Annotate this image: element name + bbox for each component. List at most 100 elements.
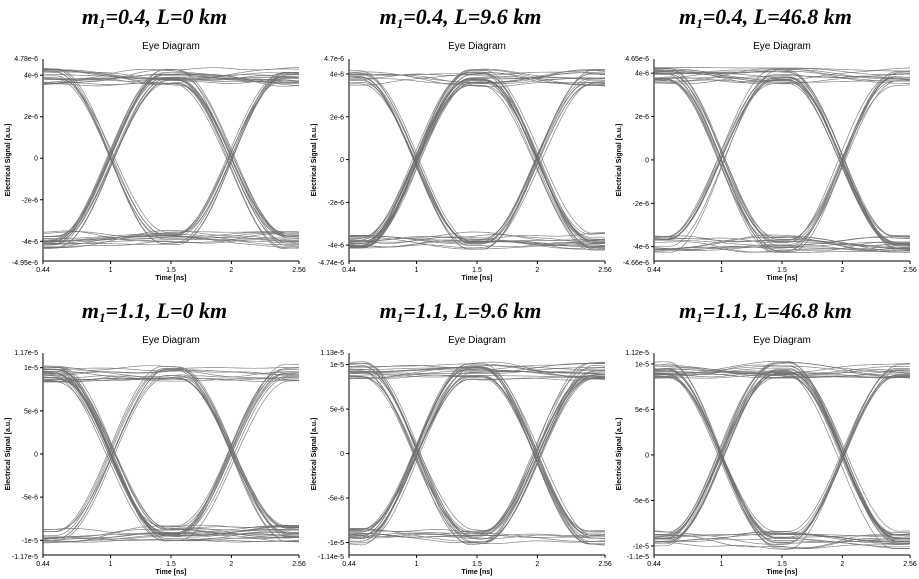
y-min-label: -1.1e-5: [627, 554, 649, 561]
heading-subscript: 1: [696, 16, 703, 31]
x-tick-label: 2: [840, 267, 844, 274]
x-tick-label: 0.44: [342, 267, 356, 274]
y-axis-title: Electrical Signal [a.u.]: [311, 418, 318, 491]
eye-trace: [43, 370, 299, 534]
x-tick-label: 1: [720, 561, 724, 568]
eye-trace: [349, 78, 605, 244]
x-axis-title: Time [ns]: [156, 275, 187, 282]
eye-trace: [349, 362, 605, 537]
eye-trace: [43, 230, 299, 249]
x-tick-label: 2.56: [903, 561, 917, 568]
x-tick-label: 1.5: [166, 561, 176, 568]
heading-m: m: [379, 4, 397, 29]
eye-trace: [43, 73, 299, 84]
heading-subscript: 1: [396, 310, 404, 325]
eye-trace: [654, 69, 910, 253]
eye-trace: [43, 369, 299, 536]
chart-title: Eye Diagram: [753, 41, 811, 52]
eye-trace: [43, 67, 299, 237]
eye-trace: [349, 71, 605, 241]
eye-trace: [349, 78, 605, 248]
eye-trace: [349, 83, 605, 244]
eye-trace: [43, 380, 299, 543]
eye-trace: [43, 372, 299, 380]
x-tick-label: 2: [535, 561, 539, 568]
chart-title: Eye Diagram: [142, 41, 200, 52]
eye-diagram-chart-1: Eye Diagram 0.44 1 1.5 2 2.56 4e-6 2e-6 0 -2e-6 -4…: [5, 41, 306, 282]
x-tick-label: 1.5: [777, 267, 787, 274]
eye-traces: [43, 67, 299, 250]
y-tick-label: 5e-6: [635, 407, 649, 414]
eye-trace: [654, 71, 910, 253]
eye-trace: [654, 363, 910, 543]
x-tick-label: 2.56: [598, 267, 612, 274]
eye-trace: [43, 367, 299, 539]
eye-diagram-chart-3: Eye Diagram 0.44 1 1.5 2 2.56 4e-6 2e-6 0 -2e-6 -4…: [616, 41, 917, 282]
eye-trace: [43, 79, 299, 237]
eye-trace: [43, 373, 299, 534]
eye-trace: [654, 67, 910, 72]
heading-subscript: 1: [396, 16, 404, 31]
y-tick-label: 0: [34, 452, 38, 459]
heading-params: =1.1, L=46.8 km: [702, 298, 852, 323]
y-tick-label: 1e-5: [24, 365, 38, 372]
heading-m: m: [81, 4, 99, 29]
eye-trace: [654, 534, 910, 549]
eye-trace: [654, 74, 910, 241]
chart-title: Eye Diagram: [448, 335, 506, 346]
y-axis-title: Electrical Signal [a.u.]: [616, 418, 623, 491]
eye-trace: [654, 76, 910, 246]
eye-trace: [349, 68, 605, 243]
eye-trace: [349, 231, 605, 244]
y-tick-label: 5e-6: [330, 407, 344, 414]
eye-panel-2: m1=0.4, L=9.6 km Eye Diagram 0.44 1 1.5 2 2.5…: [309, 0, 612, 285]
eye-trace: [654, 363, 910, 373]
eye-trace: [43, 528, 299, 542]
heading-m: m: [81, 298, 99, 323]
y-tick-label: 2e-6: [330, 114, 344, 121]
y-max-label: 4.65e-6: [625, 56, 649, 63]
x-axis-title: Time [ns]: [767, 275, 798, 282]
eye-trace: [349, 76, 605, 243]
y-axis-title: Electrical Signal [a.u.]: [5, 418, 12, 491]
y-tick-label: 2e-6: [635, 114, 649, 121]
eye-trace: [654, 80, 910, 250]
eye-trace: [654, 68, 910, 241]
eye-trace: [43, 80, 299, 239]
eye-trace: [654, 241, 910, 251]
x-tick-label: 0.44: [647, 267, 661, 274]
x-tick-label: 1.5: [472, 561, 482, 568]
y-min-label: -4.95e-6: [12, 260, 38, 267]
y-tick-label: -1e-5: [22, 538, 38, 545]
x-axis-title: Time [ns]: [767, 569, 798, 576]
eye-trace: [349, 363, 605, 539]
y-tick-label: -2e-6: [22, 197, 38, 204]
eye-trace: [349, 373, 605, 533]
eye-panel-5: m1=1.1, L=9.6 km Eye Diagram 0.44 1 1.5 2 2.5…: [309, 294, 612, 579]
eye-trace: [654, 80, 910, 243]
eye-trace: [43, 73, 299, 234]
eye-trace: [654, 362, 910, 536]
panel-heading: m1=1.1, L=46.8 km: [614, 294, 917, 328]
panel-heading: m1=0.4, L=46.8 km: [614, 0, 917, 34]
x-tick-label: 1: [109, 267, 113, 274]
eye-trace: [349, 377, 605, 544]
eye-trace: [43, 374, 299, 528]
eye-trace: [654, 376, 910, 544]
x-tick-label: 2: [229, 267, 233, 274]
eye-trace: [43, 69, 299, 240]
y-tick-label: 0: [34, 156, 38, 163]
eye-trace: [349, 362, 605, 532]
y-tick-label: -1e-5: [633, 543, 649, 550]
x-tick-label: 2.56: [292, 267, 306, 274]
eye-diagram-chart-6: Eye Diagram 0.44 1 1.5 2 2.56 1e-5 5e-6 0 -5e-6 -1…: [616, 335, 917, 576]
eye-panel-6: m1=1.1, L=46.8 km Eye Diagram 0.44 1 1.5 2 2.…: [614, 294, 917, 579]
x-tick-label: 0.44: [36, 561, 50, 568]
eye-traces: [349, 68, 605, 251]
eye-trace: [654, 368, 910, 543]
eye-trace: [654, 79, 910, 245]
y-tick-label: 1e-5: [635, 361, 649, 368]
x-tick-label: 1.5: [472, 267, 482, 274]
eye-trace: [349, 365, 605, 533]
eye-trace: [654, 369, 910, 539]
